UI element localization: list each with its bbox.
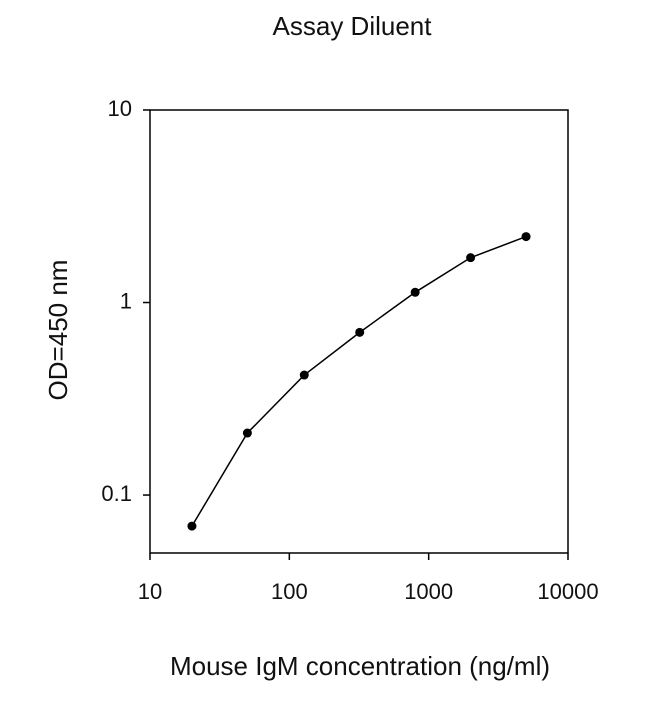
x-tick-label: 10: [138, 579, 162, 604]
plot-frame: [149, 109, 569, 554]
data-point: [242, 428, 252, 438]
x-tick-label: 10000: [537, 579, 598, 604]
data-point: [299, 370, 309, 380]
data-point: [521, 232, 531, 242]
data-point: [355, 327, 365, 337]
y-tick-label: 10: [108, 96, 132, 121]
chart-title: Assay Diluent: [273, 11, 433, 41]
data-point: [466, 253, 476, 263]
series-line: [191, 235, 527, 527]
x-tick-label: 100: [271, 579, 308, 604]
y-axis-title: OD=450 nm: [43, 260, 73, 401]
x-tick-label: 1000: [404, 579, 453, 604]
x-axis-title: Mouse IgM concentration (ng/ml): [170, 651, 550, 681]
data-point: [410, 287, 420, 297]
data-point: [187, 521, 197, 531]
y-tick-label: 0.1: [101, 481, 132, 506]
y-tick-label: 1: [120, 288, 132, 313]
